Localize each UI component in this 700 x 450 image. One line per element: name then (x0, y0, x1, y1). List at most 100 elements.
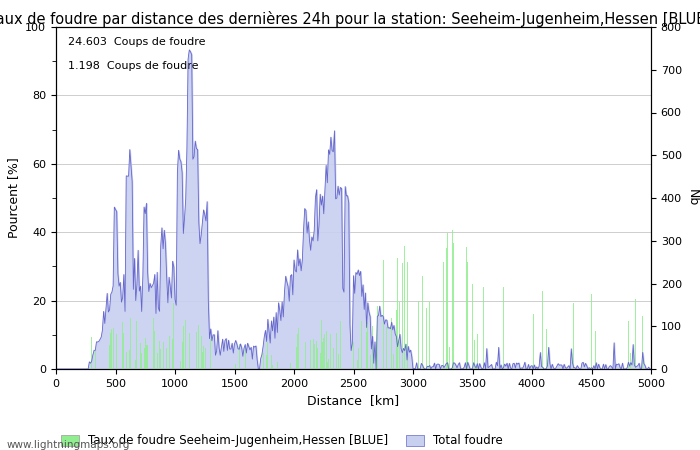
Bar (546, 329, 547, 369)
Bar (277, 362, 278, 369)
Bar (366, 333, 367, 369)
Bar (317, 348, 318, 369)
Bar (466, 247, 467, 369)
Bar (272, 365, 273, 369)
Bar (183, 326, 184, 369)
Bar (361, 320, 363, 369)
Bar (135, 360, 136, 369)
Bar (130, 318, 132, 369)
Bar (267, 342, 268, 369)
Bar (210, 339, 211, 369)
Bar (198, 325, 200, 369)
Bar (376, 353, 377, 369)
Bar (109, 345, 110, 369)
Bar (145, 338, 146, 369)
Bar (327, 362, 328, 369)
Bar (503, 287, 504, 369)
X-axis label: Distance  [km]: Distance [km] (307, 394, 400, 407)
Bar (196, 332, 197, 369)
Bar (159, 341, 160, 369)
Bar (147, 345, 148, 369)
Bar (340, 321, 341, 369)
Bar (154, 331, 155, 369)
Bar (449, 347, 450, 369)
Bar (271, 356, 272, 369)
Bar (396, 310, 397, 369)
Bar (310, 340, 311, 369)
Bar (328, 359, 329, 369)
Y-axis label: Pourcent [%]: Pourcent [%] (7, 158, 20, 239)
Bar (322, 342, 323, 369)
Bar (245, 348, 246, 369)
Text: 24.603  Coups de foudre: 24.603 Coups de foudre (68, 37, 205, 47)
Bar (162, 342, 164, 369)
Bar (157, 353, 158, 369)
Bar (313, 339, 314, 369)
Bar (174, 328, 176, 369)
Bar (316, 341, 317, 369)
Bar (630, 353, 631, 369)
Bar (412, 356, 414, 369)
Bar (201, 336, 202, 369)
Bar (383, 260, 384, 369)
Bar (429, 302, 430, 369)
Bar (573, 303, 574, 369)
Bar (337, 354, 339, 369)
Bar (314, 344, 315, 369)
Bar (591, 294, 592, 369)
Bar (126, 352, 127, 369)
Bar (235, 364, 236, 369)
Text: 1.198  Coups de foudre: 1.198 Coups de foudre (68, 61, 198, 71)
Bar (483, 287, 484, 369)
Bar (393, 354, 394, 369)
Bar (266, 355, 267, 369)
Bar (372, 326, 373, 369)
Bar (628, 321, 629, 369)
Bar (452, 230, 453, 369)
Bar (305, 342, 307, 369)
Bar (136, 321, 137, 369)
Bar (141, 353, 142, 369)
Bar (202, 352, 203, 369)
Bar (323, 338, 324, 369)
Bar (472, 284, 473, 369)
Bar (594, 331, 596, 369)
Bar (353, 342, 354, 369)
Text: Taux de foudre par distance des dernières 24h pour la station: Seeheim-Jugenheim: Taux de foudre par distance des dernière… (0, 11, 700, 27)
Bar (446, 248, 447, 369)
Bar (635, 298, 636, 369)
Bar (123, 333, 125, 369)
Bar (453, 243, 454, 369)
Bar (296, 346, 297, 369)
Bar (160, 349, 161, 369)
Bar (153, 318, 154, 369)
Bar (320, 353, 321, 369)
Bar (172, 339, 173, 369)
Bar (111, 328, 113, 369)
Bar (122, 322, 123, 369)
Bar (94, 351, 96, 369)
Bar (386, 327, 387, 369)
Bar (321, 320, 322, 369)
Bar (298, 328, 299, 369)
Bar (447, 233, 448, 369)
Bar (397, 258, 398, 369)
Legend: Taux de foudre Seeheim-Jugenheim,Hessen [BLUE], Total foudre: Taux de foudre Seeheim-Jugenheim,Hessen … (57, 430, 508, 450)
Bar (262, 353, 263, 369)
Bar (542, 291, 543, 369)
Bar (642, 316, 643, 369)
Bar (332, 348, 334, 369)
Bar (330, 334, 331, 369)
Bar (203, 346, 204, 369)
Bar (356, 360, 358, 369)
Bar (140, 343, 141, 369)
Bar (391, 318, 392, 369)
Bar (297, 334, 298, 369)
Bar (326, 332, 327, 369)
Text: www.lightningmaps.org: www.lightningmaps.org (7, 440, 130, 450)
Bar (325, 334, 326, 369)
Bar (377, 306, 378, 369)
Bar (146, 345, 147, 369)
Bar (116, 334, 117, 369)
Bar (189, 333, 190, 369)
